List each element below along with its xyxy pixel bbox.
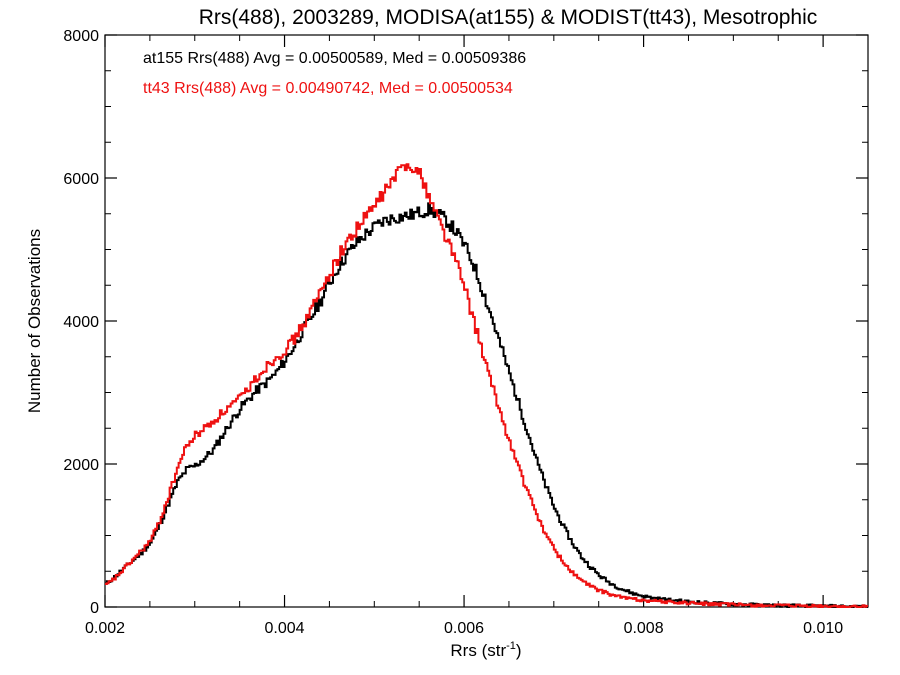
series-line-0 [105,202,868,608]
x-label-base: Rrs (str [450,641,506,660]
y-tick-label: 2000 [63,457,99,474]
plot-frame [104,34,869,608]
axis-ticks: 0.002 0.004 0.006 0.008 0.010 0 2000 4000 6000 80… [63,28,869,637]
chart-title: Rrs(488), 2003289, MODISA(at155) & MODIS… [199,6,818,29]
annotation-at155: at155 Rrs(488) Avg = 0.00500589, Med = 0… [143,50,526,67]
x-tick-label: 0.006 [444,620,484,637]
x-label-end: ) [516,641,522,660]
series-layer [105,163,868,608]
x-label-sup: -1 [506,640,516,652]
x-tick-label: 0.004 [265,620,305,637]
x-tick-label: 0.002 [85,620,125,637]
y-tick-label: 4000 [63,314,99,331]
y-tick-label: 6000 [63,171,99,188]
series-line-1 [105,163,868,608]
y-tick-label: 8000 [63,28,99,45]
x-tick-label: 0.010 [803,620,843,637]
y-axis-label: Number of Observations [25,229,44,413]
annotation-tt43: tt43 Rrs(488) Avg = 0.00490742, Med = 0.… [143,80,513,97]
x-tick-label: 0.008 [624,620,664,637]
y-tick-label: 0 [90,600,99,617]
x-axis-label: Rrs (str-1) [450,640,521,660]
